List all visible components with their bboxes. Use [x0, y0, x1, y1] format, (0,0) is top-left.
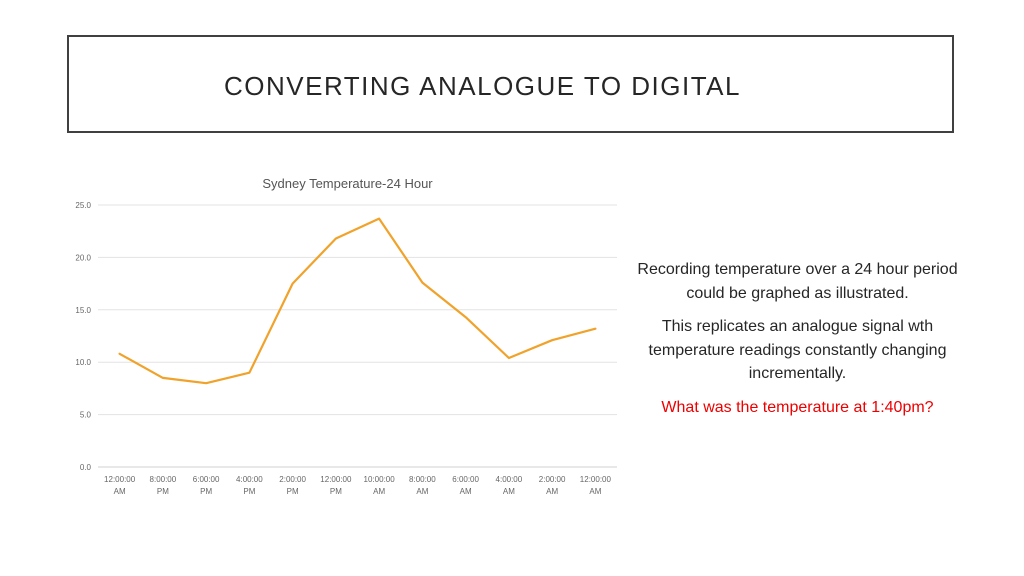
description-paragraph-1: Recording temperature over a 24 hour per…	[637, 261, 958, 302]
x-tick-label-time: 2:00:00	[539, 475, 566, 484]
x-tick-label-time: 8:00:00	[150, 475, 177, 484]
temperature-series-line	[118, 217, 597, 385]
x-tick-label-period: AM	[546, 487, 558, 496]
y-tick-label: 0.0	[80, 463, 92, 472]
y-tick-label: 25.0	[75, 201, 91, 210]
x-tick-label-period: PM	[330, 487, 342, 496]
y-tick-label: 10.0	[75, 358, 91, 367]
x-tick-label-period: AM	[373, 487, 385, 496]
y-tick-label: 5.0	[80, 411, 92, 420]
x-tick-label-time: 4:00:00	[236, 475, 263, 484]
y-tick-label: 15.0	[75, 306, 91, 315]
x-tick-label-period: PM	[200, 487, 212, 496]
x-tick-label-period: AM	[503, 487, 515, 496]
x-tick-label-period: AM	[460, 487, 472, 496]
x-tick-label-time: 12:00:00	[320, 475, 352, 484]
x-tick-label-time: 2:00:00	[279, 475, 306, 484]
question-text: What was the temperature at 1:40pm?	[661, 398, 934, 416]
x-tick-label-period: PM	[157, 487, 169, 496]
x-tick-label-time: 12:00:00	[580, 475, 612, 484]
x-tick-label-period: PM	[243, 487, 255, 496]
description-paragraph-2: This replicates an analogue signal wth t…	[648, 318, 947, 382]
slide-title: CONVERTING ANALOGUE TO DIGITAL	[224, 71, 741, 101]
side-text: Recording temperature over a 24 hour per…	[630, 258, 965, 429]
title-box: CONVERTING ANALOGUE TO DIGITAL	[67, 35, 954, 133]
x-tick-label-period: AM	[114, 487, 126, 496]
y-tick-label: 20.0	[75, 253, 91, 262]
x-tick-label-time: 6:00:00	[193, 475, 220, 484]
chart-title: Sydney Temperature-24 Hour	[262, 176, 433, 191]
x-tick-label-time: 6:00:00	[452, 475, 479, 484]
x-tick-label-time: 4:00:00	[496, 475, 523, 484]
x-tick-label-time: 10:00:00	[364, 475, 396, 484]
x-tick-label-time: 12:00:00	[104, 475, 136, 484]
x-tick-label-time: 8:00:00	[409, 475, 436, 484]
x-tick-label-period: AM	[589, 487, 601, 496]
x-tick-label-period: PM	[287, 487, 299, 496]
x-tick-label-period: AM	[416, 487, 428, 496]
